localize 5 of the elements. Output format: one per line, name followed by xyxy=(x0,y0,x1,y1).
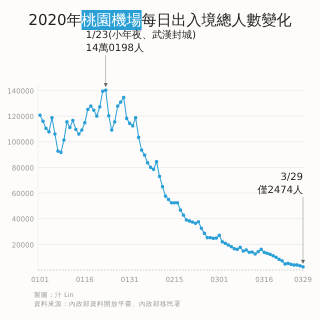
text: 1/23(小年夜、武漢封城) xyxy=(86,29,196,41)
chart-title: 2020年桃園機場每日出入境總人數變化 xyxy=(28,11,292,29)
annotation: 僅2474人 xyxy=(258,185,303,196)
annotation: 3/29 xyxy=(280,172,303,183)
text: 14萬0198人 xyxy=(86,42,144,54)
